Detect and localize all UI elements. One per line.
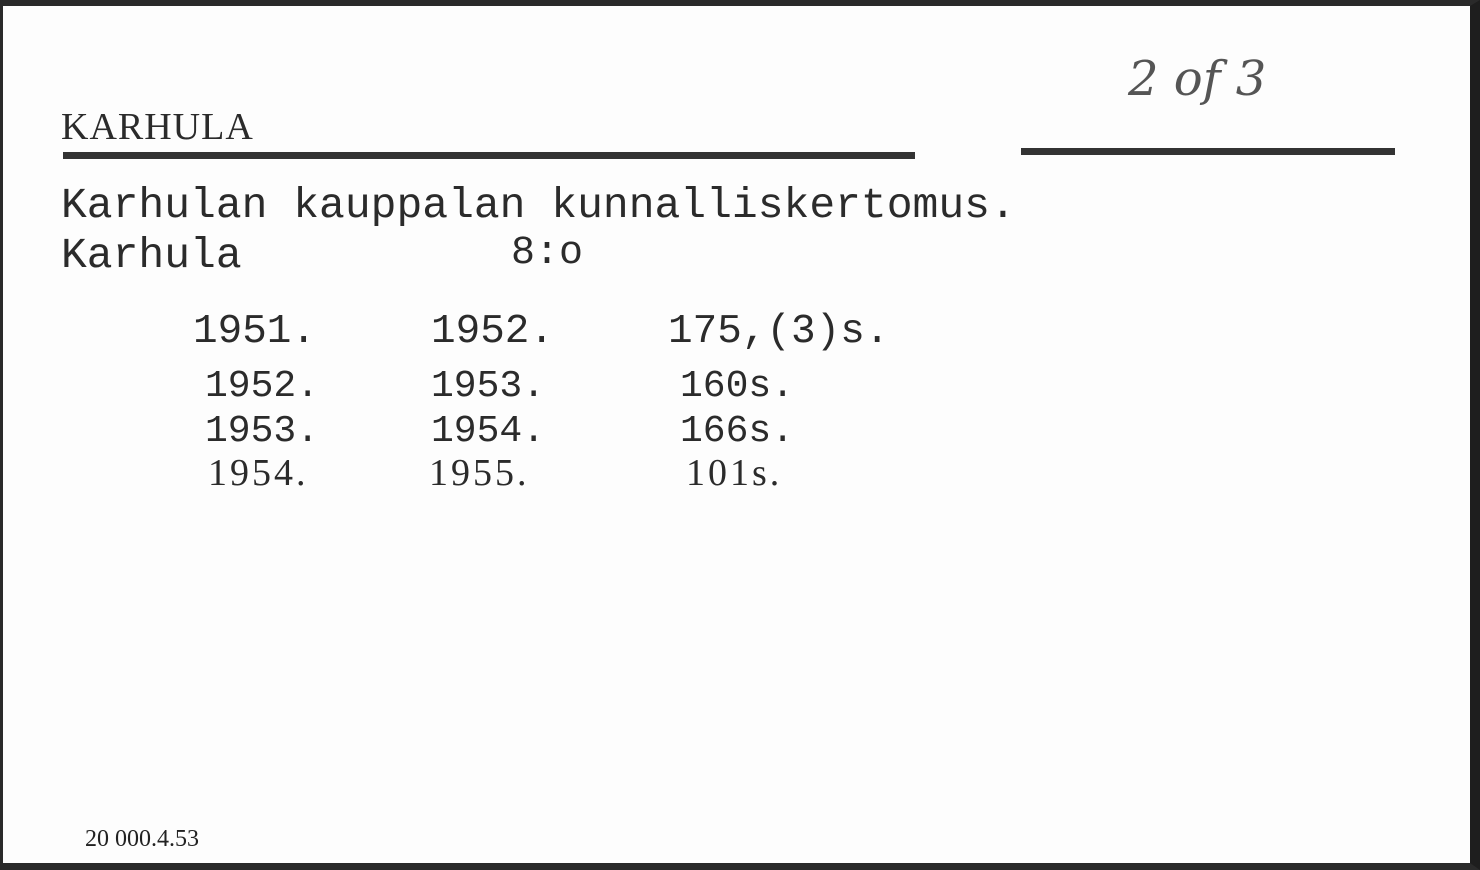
publication-place: Karhula: [61, 231, 242, 280]
print-code: 20 000.4.53: [85, 826, 199, 852]
entry-pages: 166s.: [680, 410, 795, 453]
call-number-underline: [1021, 148, 1395, 155]
entry-from: 1952.: [205, 365, 320, 408]
entry-pages: 175,(3)s.: [668, 309, 890, 355]
card-heading: KARHULA: [61, 106, 254, 148]
entry-pages: 101s.: [686, 452, 783, 494]
entry-to: 1955.: [429, 452, 530, 494]
entry-from: 1951.: [193, 309, 317, 355]
entry-pages: 160s.: [680, 365, 795, 408]
entry-to: 1952.: [431, 309, 555, 355]
format: 8:o: [511, 231, 584, 276]
entry-from: 1954.: [208, 452, 309, 494]
card-title: Karhulan kauppalan kunnalliskertomus.: [61, 181, 1016, 230]
entry-from: 1953.: [205, 410, 320, 453]
entry-to: 1954.: [431, 410, 546, 453]
entry-to: 1953.: [431, 365, 546, 408]
handwritten-note: 2 of 3: [1128, 51, 1267, 107]
heading-underline: [63, 152, 915, 159]
